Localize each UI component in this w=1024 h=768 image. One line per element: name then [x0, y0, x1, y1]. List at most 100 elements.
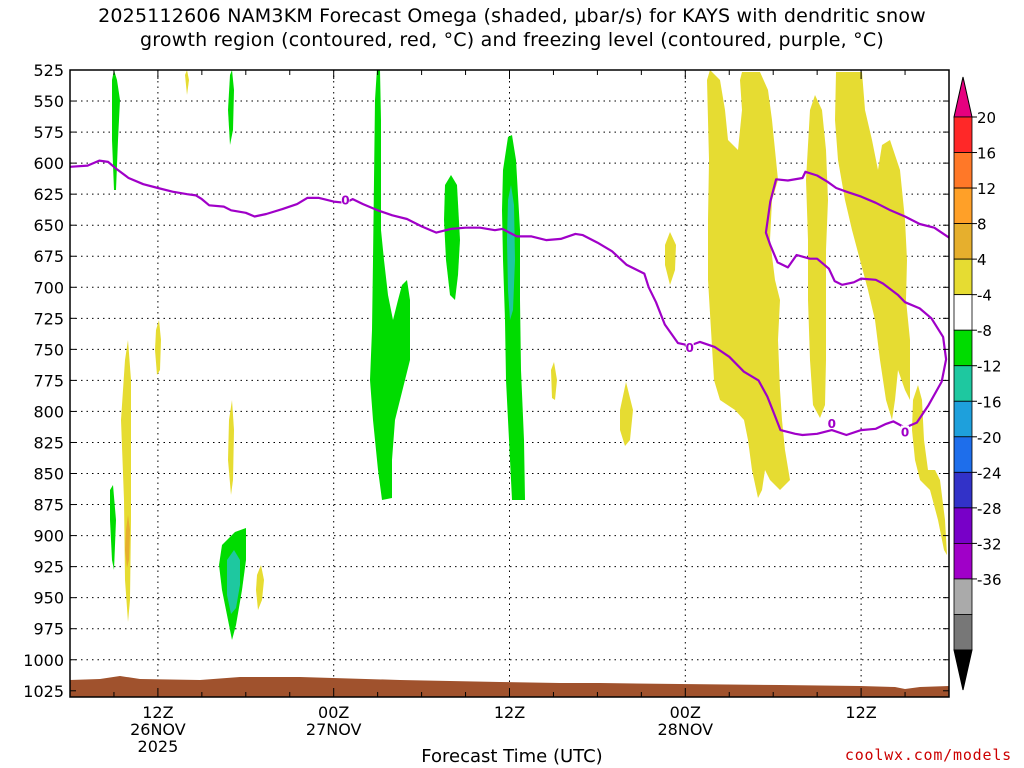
- colorbar-segment: [953, 507, 973, 544]
- site-credit: coolwx.com/models: [844, 746, 1012, 764]
- y-tick-label: 700: [33, 278, 64, 297]
- y-tick-label: 975: [33, 620, 64, 639]
- y-tick-label: 850: [33, 465, 64, 484]
- colorbar-segment: [953, 471, 973, 509]
- y-tick-label: 750: [33, 340, 64, 359]
- y-tick-label: 775: [33, 371, 64, 390]
- y-tick-label: 625: [33, 185, 64, 204]
- colorbar-label: -4: [977, 287, 992, 305]
- freezing-level-contour: 0 0 0 0: [70, 159, 949, 440]
- omega-region-orange: [125, 515, 130, 568]
- title-line-2: growth region (contoured, red, °C) and f…: [140, 29, 884, 51]
- y-tick-label: 675: [33, 247, 64, 266]
- omega-region-yellow: [551, 362, 557, 400]
- omega-region-yellow: [185, 70, 189, 95]
- omega-region-green: [228, 70, 234, 145]
- colorbar-label: -16: [977, 393, 1002, 411]
- y-tick-label: 900: [33, 527, 64, 546]
- y-tick-label: 925: [33, 558, 64, 577]
- omega-region-yellow: [256, 565, 264, 610]
- y-tick-label: 1025: [23, 682, 64, 701]
- contour-label: 0: [901, 426, 909, 440]
- y-tick-label: 800: [33, 402, 64, 421]
- colorbar-segment: [953, 187, 973, 224]
- colorbar-segment: [953, 436, 973, 473]
- omega-region-yellow: [835, 72, 910, 420]
- colorbar-label: -28: [977, 500, 1002, 518]
- colorbar-segment: [953, 223, 973, 260]
- contour-label-bg: [685, 341, 694, 354]
- omega-region-teal: [227, 550, 240, 614]
- colorbar: 20 16 12 8 4 -4 -8 -12 -16 -20 -24 -28 -32 -36: [953, 76, 1002, 691]
- omega-region-yellow: [707, 70, 790, 498]
- colorbar-segment: [953, 329, 973, 367]
- colorbar-segment: [953, 294, 973, 331]
- contour-label: 0: [686, 341, 694, 355]
- omega-region-green: [110, 485, 116, 570]
- colorbar-segment: [953, 543, 973, 580]
- colorbar-bottom-arrow: [953, 649, 973, 691]
- contour-label: 0: [341, 193, 349, 207]
- y-tick-label: 650: [33, 216, 64, 235]
- contour-label-bg: [827, 416, 836, 429]
- y-tick-label: 525: [33, 61, 64, 80]
- chart-title: 2025112606 NAM3KM Forecast Omega (shaded…: [0, 4, 1024, 52]
- y-tick-label: 875: [33, 496, 64, 515]
- x-tick-label: 12Z: [494, 703, 525, 722]
- y-tick-label: 950: [33, 589, 64, 608]
- x-tick-label: 26NOV: [130, 720, 186, 739]
- colorbar-label: 4: [977, 251, 987, 269]
- y-tick-label: 1000: [23, 651, 64, 670]
- omega-region-yellow: [228, 400, 234, 495]
- freezing-level-line: [70, 159, 949, 437]
- x-tick-label: 12Z: [845, 703, 876, 722]
- colorbar-label: 8: [977, 216, 987, 234]
- omega-region-green: [444, 175, 460, 300]
- contour-label-bg: [341, 193, 350, 206]
- colorbar-segment: [953, 614, 973, 651]
- omega-region-yellow: [155, 320, 161, 375]
- x-tick-label: 00Z: [318, 703, 349, 722]
- colorbar-segment: [953, 116, 973, 153]
- colorbar-label: 20: [977, 109, 996, 127]
- colorbar-label: -12: [977, 358, 1002, 376]
- x-tick-label: 2025: [138, 737, 179, 756]
- colorbar-segment: [953, 400, 973, 438]
- colorbar-label: -32: [977, 535, 1002, 553]
- colorbar-segment: [953, 578, 973, 615]
- x-tick-label: 00Z: [670, 703, 701, 722]
- omega-region-yellow: [665, 232, 676, 285]
- colorbar-label: 16: [977, 145, 996, 163]
- contour-label-bg: [901, 425, 910, 438]
- colorbar-segment: [953, 258, 973, 296]
- colorbar-label: -24: [977, 464, 1002, 482]
- omega-region-yellow: [620, 382, 633, 446]
- y-tick-label: 600: [33, 154, 64, 173]
- colorbar-label: -8: [977, 322, 992, 340]
- colorbar-label: -20: [977, 429, 1002, 447]
- colorbar-segment: [953, 152, 973, 189]
- x-tick-label: 12Z: [142, 703, 173, 722]
- omega-region-teal: [507, 185, 515, 320]
- colorbar-top-arrow: [953, 76, 973, 118]
- colorbar-label: -36: [977, 571, 1002, 589]
- ground-terrain: [70, 676, 949, 697]
- y-tick-label: 725: [33, 309, 64, 328]
- x-tick-label: 28NOV: [658, 720, 714, 739]
- title-line-1: 2025112606 NAM3KM Forecast Omega (shaded…: [98, 5, 926, 27]
- x-tick-label: 27NOV: [306, 720, 362, 739]
- contour-label: 0: [828, 417, 836, 431]
- omega-shading: [70, 70, 949, 697]
- y-tick-label: 575: [33, 123, 64, 142]
- omega-region-yellow: [912, 385, 947, 555]
- colorbar-label: 12: [977, 180, 996, 198]
- omega-region-green: [370, 70, 410, 500]
- omega-region-green: [112, 70, 120, 190]
- y-axis: 525 550 575 600 625 650 675 700 725 750 775 800 825 8…: [23, 61, 949, 701]
- y-tick-label: 825: [33, 433, 64, 452]
- colorbar-segment: [953, 365, 973, 402]
- x-axis-label: Forecast Time (UTC): [421, 746, 603, 767]
- y-tick-label: 550: [33, 92, 64, 111]
